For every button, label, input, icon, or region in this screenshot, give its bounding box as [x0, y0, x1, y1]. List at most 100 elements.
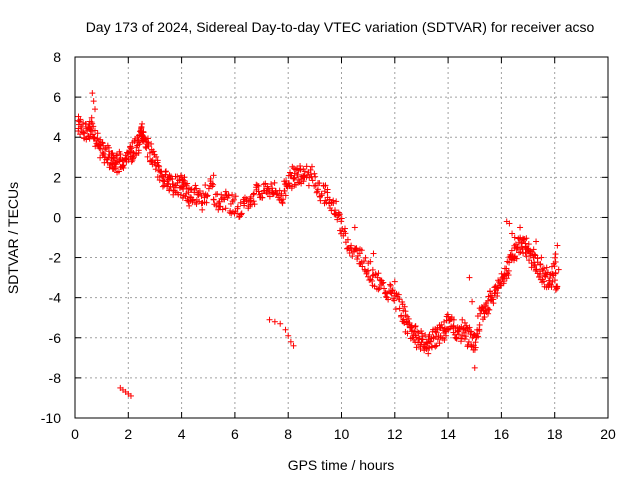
data-point	[428, 344, 435, 351]
data-point	[552, 258, 559, 265]
data-point	[517, 224, 524, 231]
data-point	[546, 274, 553, 281]
data-point	[400, 316, 407, 323]
data-point	[549, 270, 556, 277]
data-point	[234, 203, 241, 210]
chart-title: Day 173 of 2024, Sidereal Day-to-day VTE…	[86, 19, 595, 35]
data-point	[396, 296, 403, 303]
data-point	[289, 163, 296, 170]
data-point	[540, 265, 547, 272]
data-point	[450, 322, 457, 329]
data-point	[506, 259, 513, 266]
data-point	[80, 129, 87, 136]
data-point	[365, 273, 372, 280]
data-point	[459, 316, 466, 323]
data-point	[455, 331, 462, 338]
data-point	[153, 153, 160, 160]
data-point	[490, 300, 497, 307]
data-point	[89, 131, 96, 138]
data-point	[338, 215, 345, 222]
data-point	[282, 192, 289, 199]
data-point	[554, 283, 561, 290]
data-point	[531, 262, 538, 269]
data-point	[525, 241, 532, 248]
data-point	[527, 247, 534, 254]
data-point	[494, 289, 501, 296]
data-point	[144, 153, 151, 160]
data-point	[318, 190, 325, 197]
data-point	[217, 203, 224, 210]
data-point	[184, 180, 191, 187]
data-point	[397, 313, 404, 320]
data-point	[522, 240, 529, 247]
data-point	[225, 192, 232, 199]
data-point	[254, 182, 261, 189]
data-point	[104, 156, 111, 163]
y-tick-label: 2	[53, 169, 61, 185]
data-point	[294, 171, 301, 178]
data-point	[140, 128, 147, 135]
data-point	[366, 277, 373, 284]
data-point	[517, 234, 524, 241]
data-point	[333, 198, 340, 205]
data-point	[115, 168, 122, 175]
data-point	[534, 255, 541, 262]
data-point	[266, 316, 273, 323]
data-point	[442, 332, 449, 339]
y-tick-label: -4	[49, 290, 62, 306]
data-point	[322, 182, 329, 189]
data-point	[89, 90, 96, 97]
data-point	[505, 267, 512, 274]
data-point	[367, 276, 374, 283]
data-point	[311, 182, 318, 189]
data-point	[221, 196, 228, 203]
data-point	[475, 333, 482, 340]
y-tick-label: -8	[49, 370, 62, 386]
data-point	[251, 201, 258, 208]
data-point	[485, 310, 492, 317]
data-point	[129, 148, 136, 155]
data-point	[419, 336, 426, 343]
data-point	[439, 324, 446, 331]
data-point	[250, 191, 257, 198]
x-tick-label: 16	[494, 426, 510, 442]
data-point	[417, 345, 424, 352]
data-point	[441, 336, 448, 343]
data-point	[509, 230, 516, 237]
x-tick-label: 12	[387, 426, 403, 442]
data-point	[136, 139, 143, 146]
data-point	[91, 127, 98, 134]
data-point	[311, 170, 318, 177]
data-point	[476, 321, 483, 328]
data-point	[387, 282, 394, 289]
data-point	[173, 182, 180, 189]
data-point	[77, 131, 84, 138]
data-point	[135, 147, 142, 154]
data-point	[385, 296, 392, 303]
data-point	[89, 120, 96, 127]
data-point	[210, 181, 217, 188]
data-point	[531, 251, 538, 258]
x-tick-label: 8	[284, 426, 292, 442]
data-point	[506, 220, 513, 227]
data-point	[533, 238, 540, 245]
data-point	[380, 279, 387, 286]
data-point	[165, 174, 172, 181]
data-point	[237, 199, 244, 206]
data-point	[472, 339, 479, 346]
data-point	[204, 193, 211, 200]
data-point	[238, 211, 245, 218]
y-tick-label: 8	[53, 49, 61, 65]
data-point	[196, 188, 203, 195]
data-point	[312, 173, 319, 180]
data-point	[133, 144, 140, 151]
data-point	[255, 183, 262, 190]
data-point	[486, 288, 493, 295]
data-point	[402, 308, 409, 315]
data-point	[301, 168, 308, 175]
data-point	[80, 119, 87, 126]
data-point	[418, 328, 425, 335]
data-point	[287, 338, 294, 345]
data-point	[450, 316, 457, 323]
